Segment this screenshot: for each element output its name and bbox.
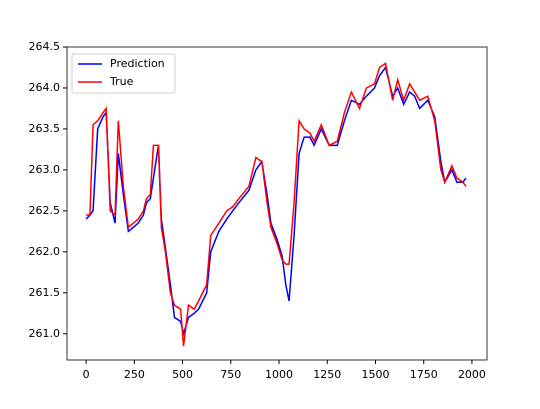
x-tick-label: 250 bbox=[124, 368, 145, 381]
x-tick-label: 750 bbox=[220, 368, 241, 381]
legend-label: True bbox=[109, 75, 134, 88]
x-tick-label: 1000 bbox=[265, 368, 293, 381]
y-tick-label: 261.5 bbox=[29, 286, 61, 299]
x-tick-label: 1250 bbox=[313, 368, 341, 381]
y-tick-label: 264.5 bbox=[29, 40, 61, 53]
x-tick-label: 1500 bbox=[361, 368, 389, 381]
y-tick-label: 262.5 bbox=[29, 204, 61, 217]
x-tick-label: 0 bbox=[83, 368, 90, 381]
y-tick-label: 264.0 bbox=[29, 81, 61, 94]
y-tick-label: 262.0 bbox=[29, 245, 61, 258]
x-tick-label: 1750 bbox=[410, 368, 438, 381]
y-tick-label: 263.0 bbox=[29, 163, 61, 176]
y-tick-label: 263.5 bbox=[29, 122, 61, 135]
y-tick-label: 261.0 bbox=[29, 327, 61, 340]
x-tick-label: 500 bbox=[172, 368, 193, 381]
legend-label: Prediction bbox=[110, 57, 165, 70]
x-tick-label: 2000 bbox=[458, 368, 486, 381]
plot-frame bbox=[66, 46, 488, 361]
line-series bbox=[86, 62, 467, 347]
